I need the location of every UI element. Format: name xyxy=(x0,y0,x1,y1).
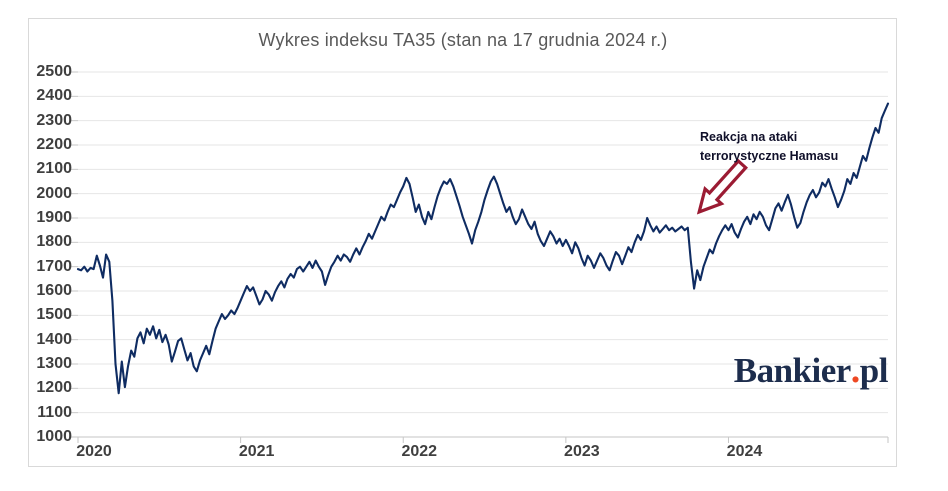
logo-text-bankier: Bankier xyxy=(733,351,852,390)
y-axis-label: 1900 xyxy=(36,209,72,226)
y-axis-label: 1500 xyxy=(36,306,72,324)
axis-tick-marks xyxy=(71,71,889,443)
logo-text-pl: pl xyxy=(859,351,889,390)
bankier-logo: Bankier.pl xyxy=(733,348,889,392)
y-axis-label: 1700 xyxy=(36,257,72,275)
y-axis-label: 1600 xyxy=(36,282,72,299)
y-axis-label: 2400 xyxy=(36,87,72,105)
y-axis-label: 2300 xyxy=(36,111,72,129)
y-axis-label: 2000 xyxy=(36,184,72,202)
annotation-arrow-icon xyxy=(696,158,748,215)
y-axis-label: 1400 xyxy=(36,330,72,348)
y-axis-label: 2100 xyxy=(36,160,72,178)
x-axis-label: 2022 xyxy=(401,443,438,460)
annotation-line-1: Reakcja na ataki xyxy=(700,130,798,144)
logo-dot: . xyxy=(850,349,861,391)
x-axis-label: 2024 xyxy=(726,443,763,460)
y-axis-label: 1000 xyxy=(36,428,72,445)
price-line-series xyxy=(76,102,890,395)
y-axis-label: 2500 xyxy=(36,63,72,80)
y-axis-label: 1100 xyxy=(37,403,72,421)
chart-title: Wykres indeksu TA35 (stan na 17 grudnia … xyxy=(258,30,668,50)
y-axis-label: 1300 xyxy=(36,355,72,372)
x-axis-label: 2023 xyxy=(564,443,600,460)
x-axis-label: 2021 xyxy=(238,443,275,460)
annotation-label: Reakcja na ataki terrorystyczne Hamasu xyxy=(700,128,838,166)
y-axis-label: 1800 xyxy=(36,233,72,251)
x-axis-label: 2020 xyxy=(76,443,112,460)
y-axis-label: 2200 xyxy=(36,136,72,153)
y-axis-label: 1200 xyxy=(36,379,72,397)
annotation-line-2: terrorystyczne Hamasu xyxy=(700,149,839,163)
